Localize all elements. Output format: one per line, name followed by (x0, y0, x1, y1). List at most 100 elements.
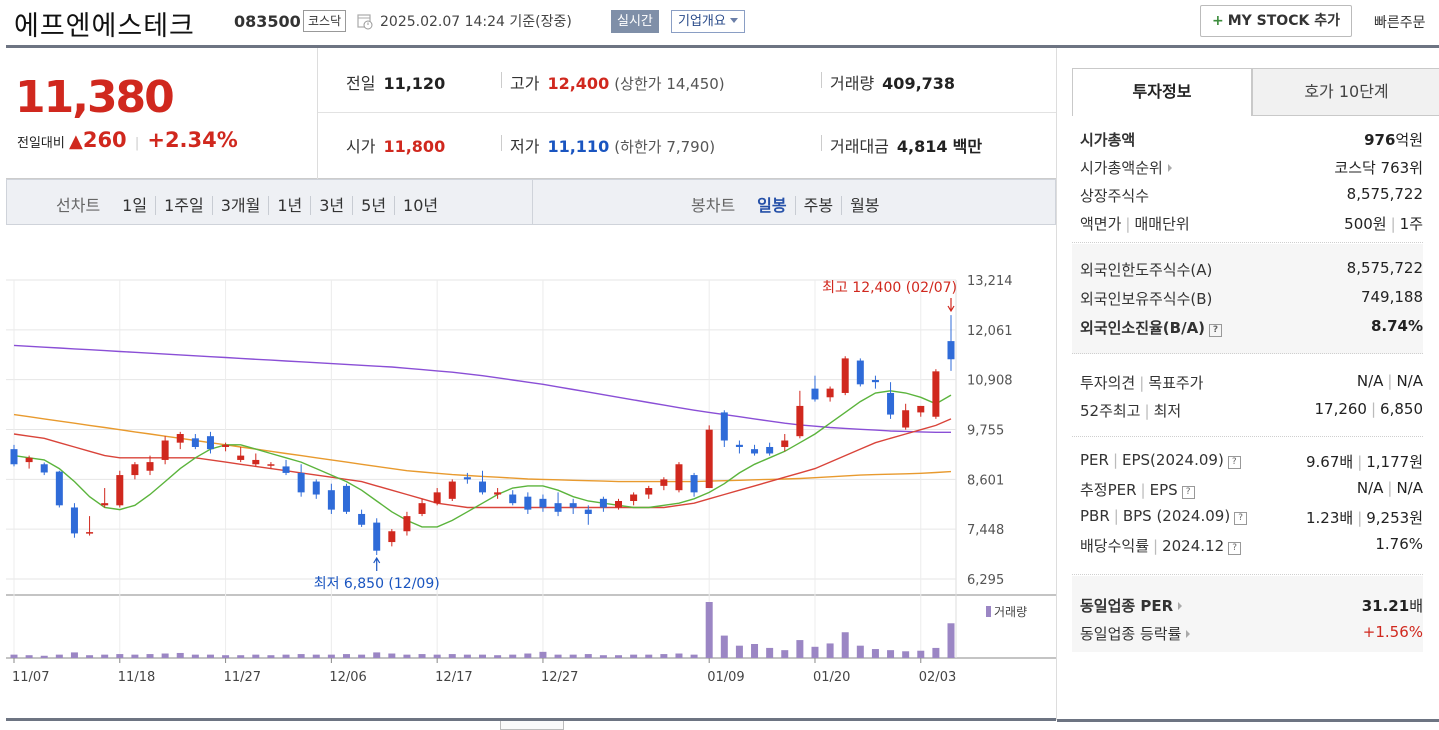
sector-per-label[interactable]: 동일업종 PER (1080, 595, 1183, 616)
chart-toggle-handle[interactable] (500, 721, 564, 730)
candle-chart-group: 봉차트 일봉 주봉 월봉 (691, 192, 888, 216)
realtime-button[interactable]: 실시간 (611, 10, 659, 33)
volume-bar (418, 654, 426, 658)
plus-icon: + (1212, 13, 1224, 29)
volume-bar (448, 654, 456, 658)
help-icon[interactable]: ? (1228, 542, 1242, 555)
candle-body (766, 446, 774, 454)
tab-investment-info[interactable]: 투자정보 (1072, 68, 1252, 116)
volume-bar (947, 623, 955, 658)
section-valuation: PER | EPS(2024.09)? 9.67배 | 1,177원 추정PER | EPS?… (1072, 438, 1423, 575)
open-label: 시가 (346, 137, 376, 156)
dividend-label-text: 배당수익률 (1080, 537, 1150, 555)
candle-monthly[interactable]: 월봉 (841, 196, 888, 215)
lot-value: 1주 (1399, 215, 1423, 233)
prev-close-label: 전일 (346, 74, 376, 93)
volume-bar (25, 655, 33, 658)
separator (501, 135, 502, 151)
foreign-ratio-row: 외국인소진율(B/A)? 8.74% (1080, 314, 1423, 342)
x-tick-label: 12/27 (541, 670, 578, 685)
market-cap-rank-label[interactable]: 시가총액순위 (1080, 157, 1172, 178)
volume-bar (237, 655, 245, 658)
section-foreign: 외국인한도주식수(A) 8,575,722 외국인보유주식수(B) 749,188 … (1072, 244, 1423, 354)
sector-change-label[interactable]: 동일업종 등락률 (1080, 623, 1191, 644)
period-1w[interactable]: 1주일 (155, 196, 212, 215)
est-per-value: N/A (1356, 479, 1384, 497)
period-1y[interactable]: 1년 (268, 196, 311, 215)
stock-code: 083500 (234, 12, 301, 31)
sector-change-row: 동일업종 등락률 +1.56% (1080, 620, 1423, 648)
high52-label: 52주최고 (1080, 402, 1141, 420)
trade-value-amount: 4,814 (896, 137, 948, 156)
candle-body (448, 481, 456, 499)
change-percent: +2.34% (147, 128, 238, 152)
volume-bar (388, 653, 396, 658)
help-icon[interactable]: ? (1227, 456, 1241, 469)
candle-body (479, 481, 486, 493)
opinion-row: 투자의견 | 목표주가 N/A | N/A (1080, 369, 1423, 397)
volume-value: 409,738 (882, 74, 956, 93)
volume-bar (403, 654, 411, 658)
up-arrow-icon: ▲ (68, 131, 83, 152)
candle-body (781, 440, 789, 447)
market-cap-rank-text: 시가총액순위 (1080, 159, 1163, 177)
help-icon[interactable]: ? (1181, 486, 1195, 499)
period-3m[interactable]: 3개월 (211, 196, 269, 215)
volume-bar (887, 650, 895, 658)
foreign-ratio-label: 외국인소진율(B/A)? (1080, 317, 1223, 338)
candle-daily[interactable]: 일봉 (757, 196, 787, 215)
candlestick-chart: 13,214 12,061 10,908 9,755 8,601 7,448 6,295 11… (6, 226, 1056, 720)
period-1d[interactable]: 1일 (122, 196, 148, 215)
candle-body (373, 522, 381, 551)
tab-order-book[interactable]: 호가 10단계 (1252, 68, 1439, 116)
separator: | (1153, 537, 1159, 555)
candle-body (237, 455, 245, 460)
volume-bar (433, 654, 441, 658)
min-annotation: 최저 6,850 (12/09) (314, 576, 440, 592)
volume-bar (735, 645, 743, 658)
y-tick-label: 13,214 (967, 274, 1013, 289)
low-label: 저가 (510, 137, 540, 156)
trade-value-unit: 백만 (952, 137, 983, 156)
help-icon[interactable]: ? (1209, 324, 1223, 337)
help-icon[interactable]: ? (1234, 512, 1248, 525)
summary-row-1: 전일 11,120 고가 12,400 (상한가 14,450) 거래량 409,73… (318, 48, 1056, 113)
opinion-label: 투자의견 (1080, 374, 1136, 392)
pbr-bps-label: PBR | BPS (2024.09)? (1080, 507, 1248, 525)
candle-body (751, 449, 759, 454)
period-5y[interactable]: 5년 (352, 196, 395, 215)
candle-body (917, 405, 925, 413)
ma5-line (13, 390, 952, 528)
bps-label: BPS (2024.09) (1122, 507, 1231, 525)
max-annotation: 최고 12,400 (02/07) (822, 280, 957, 296)
listed-shares-value: 8,575,722 (1346, 185, 1423, 203)
candle-body (55, 471, 63, 506)
foreign-limit-value: 8,575,722 (1346, 259, 1423, 277)
chevron-right-icon (1186, 630, 1191, 638)
candle-weekly[interactable]: 주봉 (794, 196, 842, 215)
est-per-row: 추정PER | EPS? N/A | N/A (1080, 476, 1423, 504)
company-info-dropdown[interactable]: 기업개요 (671, 10, 745, 33)
candle-body (932, 371, 940, 417)
period-10y[interactable]: 10년 (394, 196, 447, 215)
par-label: 액면가 (1080, 215, 1122, 233)
period-3y[interactable]: 3년 (310, 196, 353, 215)
dividend-date: 2024.12 (1162, 537, 1225, 555)
section-opinion: 투자의견 | 목표주가 N/A | N/A 52주최고 | 최저 17,260 | 6,850 (1072, 355, 1423, 437)
volume-bar (494, 655, 502, 658)
chevron-right-icon (1167, 164, 1172, 172)
info-tabs: 투자정보 호가 10단계 (1072, 68, 1439, 116)
price-chart[interactable]: 5 20 60 120 13,21412,06110,9089,7558,601… (6, 226, 1056, 720)
volume-bar (509, 654, 517, 658)
x-tick-label: 12/06 (329, 670, 366, 685)
volume-bar (479, 654, 486, 658)
change-label: 전일대비 (17, 136, 65, 151)
quick-order-link[interactable]: 빠른주문 (1374, 15, 1426, 31)
high-label: 고가 (510, 74, 540, 93)
candle-body (660, 479, 668, 486)
volume-bar (781, 650, 789, 658)
my-stock-button[interactable]: + MY STOCK 추가 (1200, 5, 1352, 37)
par-value: 500원 (1344, 215, 1387, 233)
listed-shares-label: 상장주식수 (1080, 187, 1150, 205)
